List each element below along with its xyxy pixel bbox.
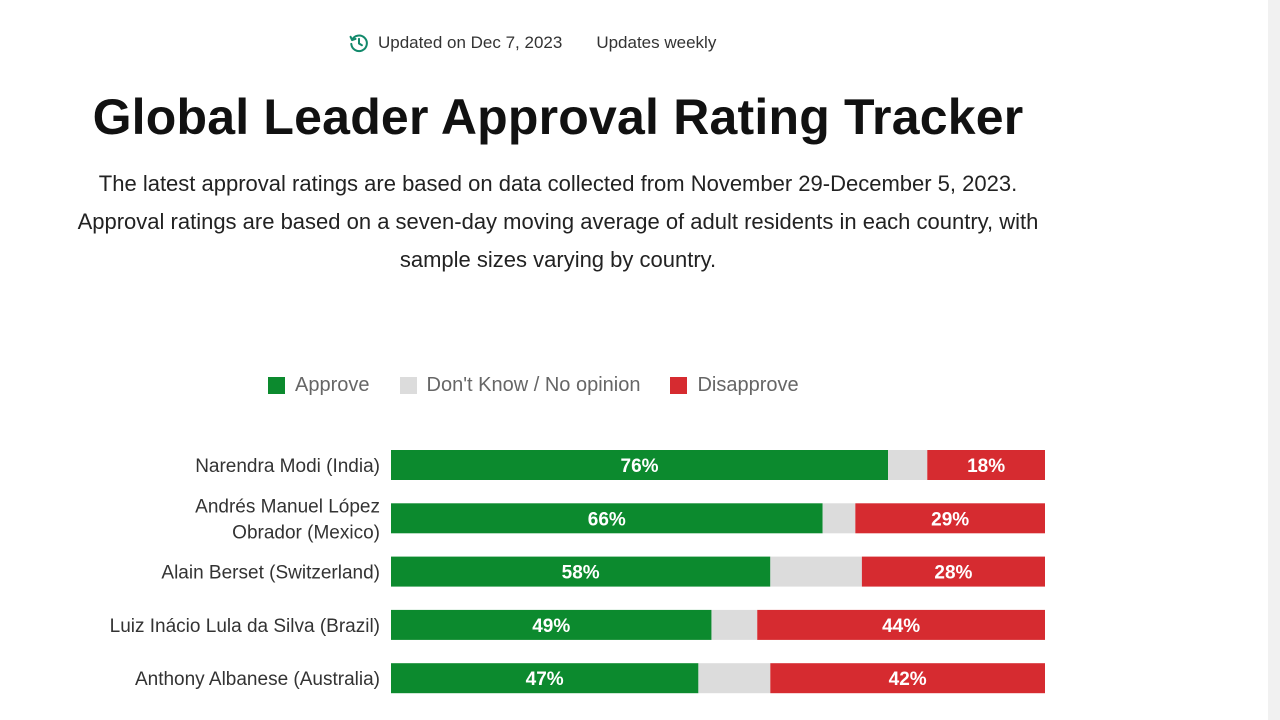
category-label: Luiz Inácio Lula da Silva (Brazil) <box>110 616 380 637</box>
updated-date: Updated on Dec 7, 2023 <box>378 33 563 52</box>
category-label: Obrador (Mexico) <box>232 522 380 543</box>
legend-dont-know[interactable]: Don't Know / No opinion <box>399 374 641 397</box>
bar-disapprove <box>757 609 1045 640</box>
page-scrollbar[interactable] <box>1268 0 1280 720</box>
page-subtitle: The latest approval ratings are based on… <box>77 171 1039 272</box>
category-label: Andrés Manuel López <box>195 496 380 517</box>
data-label-approve: 76% <box>621 456 659 477</box>
legend-approve[interactable]: Approve <box>268 374 370 397</box>
legend-swatch-disapprove <box>670 377 688 394</box>
bar-dont-know <box>698 663 771 694</box>
legend-swatch-dont-know <box>399 377 417 394</box>
history-clock-icon <box>349 34 368 53</box>
data-label-approve: 47% <box>526 669 564 690</box>
page-title: Global Leader Approval Rating Tracker <box>92 89 1024 145</box>
bar-dont-know <box>822 503 856 534</box>
bar-disapprove <box>861 556 1045 587</box>
category-label: Narendra Modi (India) <box>195 456 380 477</box>
legend-swatch-approve <box>268 377 285 394</box>
bar-dont-know <box>711 609 758 640</box>
bar-approve <box>391 663 699 694</box>
legend-disapprove[interactable]: Disapprove <box>670 374 799 397</box>
bar-dont-know <box>770 556 862 587</box>
category-label: Anthony Albanese (Australia) <box>135 669 380 690</box>
legend-label-dont-know: Don't Know / No opinion <box>426 374 641 396</box>
update-info: Updated on Dec 7, 2023 Updates weekly <box>348 32 716 54</box>
legend-label-approve: Approve <box>295 374 370 396</box>
bar-disapprove <box>770 663 1045 694</box>
bar-approve <box>391 450 889 480</box>
data-label-disapprove: 28% <box>934 563 972 584</box>
update-frequency: Updates weekly <box>596 33 717 52</box>
bar-disapprove <box>855 503 1045 534</box>
bar-approve <box>391 609 712 640</box>
data-label-disapprove: 18% <box>967 456 1005 477</box>
data-label-approve: 58% <box>562 563 600 584</box>
bar-approve <box>391 556 771 587</box>
data-label-disapprove: 44% <box>882 616 920 637</box>
category-label: Alain Berset (Switzerland) <box>161 563 380 584</box>
data-label-approve: 66% <box>588 509 626 530</box>
bar-approve <box>391 503 823 534</box>
bar-dont-know <box>888 450 928 480</box>
bar-disapprove <box>927 450 1045 480</box>
data-label-disapprove: 42% <box>889 669 927 690</box>
legend-label-disapprove: Disapprove <box>697 374 799 396</box>
data-label-disapprove: 29% <box>931 509 969 530</box>
chart-legend: Approve Don't Know / No opinion Disappro… <box>268 374 829 397</box>
data-label-approve: 49% <box>532 616 570 637</box>
